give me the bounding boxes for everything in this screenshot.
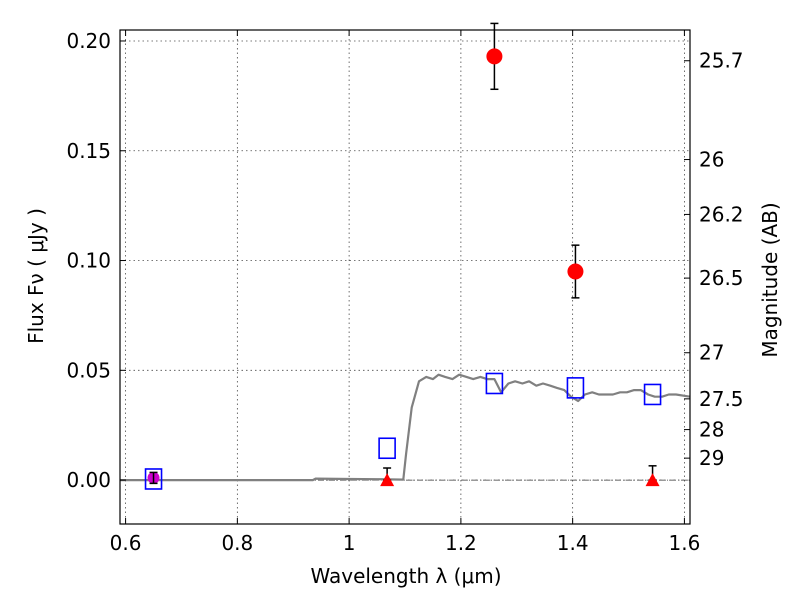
x-axis-label: Wavelength λ (μm) bbox=[310, 564, 501, 588]
x-tick-label: 1.6 bbox=[669, 531, 701, 555]
y-tick-label: 0.15 bbox=[66, 139, 111, 163]
y-axis-label: Flux Fν ( μJy ) bbox=[24, 208, 48, 344]
detection-point bbox=[486, 48, 503, 65]
model-spectrum-layer bbox=[120, 373, 691, 482]
magnitude-tick-label: 27 bbox=[699, 341, 724, 365]
model-photometry-square bbox=[566, 377, 585, 399]
y2-axis-label: Magnitude (AB) bbox=[758, 202, 782, 357]
model-photometry-square bbox=[485, 372, 504, 395]
y-tick-label: 0.05 bbox=[66, 358, 111, 382]
magnitude-tick-label: 25.7 bbox=[699, 49, 744, 73]
model-spectrum-line bbox=[120, 373, 691, 482]
magnitude-tick-label: 27.5 bbox=[699, 387, 744, 411]
y-axis-ticks: 0.00 0.05 0.10 0.15 0.20 bbox=[66, 29, 126, 492]
magnitude-axis-ticks: 25.7 26 26.2 26.5 27 27.5 28 29 bbox=[684, 49, 744, 470]
magnitude-tick-label: 26.5 bbox=[699, 266, 744, 290]
upper-limit-triangle bbox=[380, 473, 395, 487]
y-tick-label: 0.00 bbox=[66, 468, 111, 492]
magnitude-tick-label: 29 bbox=[699, 446, 724, 470]
model-photometry-square bbox=[378, 437, 396, 460]
upper-limit-triangle bbox=[645, 473, 660, 487]
data-points-layer bbox=[144, 22, 662, 490]
magnitude-tick-label: 26 bbox=[699, 148, 724, 172]
x-tick-label: 0.8 bbox=[221, 531, 253, 555]
y-tick-label: 0.10 bbox=[66, 249, 111, 273]
x-tick-label: 1 bbox=[343, 531, 356, 555]
magnitude-tick-label: 28 bbox=[699, 418, 724, 442]
x-tick-label: 1.4 bbox=[557, 531, 589, 555]
plot-frame bbox=[119, 29, 691, 525]
model-photometry-square bbox=[643, 383, 662, 406]
model-photometry-square bbox=[144, 468, 163, 490]
magnitude-tick-label: 26.2 bbox=[699, 202, 744, 226]
y-tick-label: 0.20 bbox=[66, 29, 111, 53]
detection-point bbox=[567, 263, 584, 280]
plot-border bbox=[119, 29, 691, 525]
x-tick-label: 1.2 bbox=[445, 531, 477, 555]
grid-lines bbox=[120, 30, 690, 524]
x-axis-ticks: 0.6 0.8 1 1.2 1.4 1.6 bbox=[110, 30, 701, 555]
x-tick-label: 0.6 bbox=[110, 531, 142, 555]
